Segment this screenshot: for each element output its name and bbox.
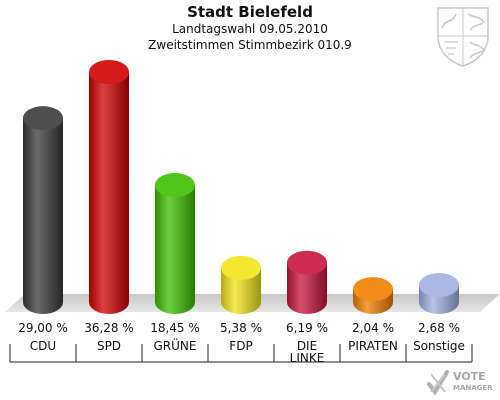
value-label-6: 2,68 % bbox=[418, 321, 460, 335]
chart-subtitle-2: Zweitstimmen Stimmbezirk 010.9 bbox=[148, 38, 352, 52]
category-label-6: Sonstige bbox=[413, 339, 465, 353]
bar-1 bbox=[89, 72, 129, 302]
bar-0 bbox=[23, 118, 63, 302]
value-label-4: 6,19 % bbox=[286, 321, 328, 335]
value-label-0: 29,00 % bbox=[18, 321, 68, 335]
value-label-5: 2,04 % bbox=[352, 321, 394, 335]
category-label-5: PIRATEN bbox=[348, 339, 398, 353]
check-mark-icon bbox=[427, 370, 449, 396]
bar-top-4 bbox=[287, 250, 327, 275]
bar-top-0 bbox=[23, 106, 63, 131]
category-label-1: SPD bbox=[97, 339, 121, 353]
bar-top-5 bbox=[353, 277, 393, 302]
value-label-3: 5,38 % bbox=[220, 321, 262, 335]
category-label-0: CDU bbox=[30, 339, 56, 353]
bar-2 bbox=[155, 185, 195, 302]
watermark-line2: MANAGER bbox=[453, 384, 493, 392]
bar-top-2 bbox=[155, 173, 195, 198]
value-label-2: 18,45 % bbox=[150, 321, 200, 335]
category-label-4-1: LINKE bbox=[290, 351, 325, 365]
bar-top-1 bbox=[89, 60, 129, 84]
bar-top-6 bbox=[419, 273, 459, 298]
chart-subtitle: Landtagswahl 09.05.2010 bbox=[172, 22, 328, 36]
bar-top-3 bbox=[221, 255, 261, 280]
chart-title: Stadt Bielefeld bbox=[187, 3, 313, 21]
category-label-3: FDP bbox=[229, 339, 252, 353]
category-label-4-0: DIE bbox=[297, 339, 317, 353]
nrw-coat-of-arms-icon bbox=[437, 7, 489, 67]
category-label-2: GRÜNE bbox=[154, 337, 197, 353]
value-label-1: 36,28 % bbox=[84, 321, 134, 335]
watermark-line1: VOTE bbox=[453, 370, 486, 383]
vote-manager-logo: VOTE MANAGER bbox=[427, 370, 493, 396]
